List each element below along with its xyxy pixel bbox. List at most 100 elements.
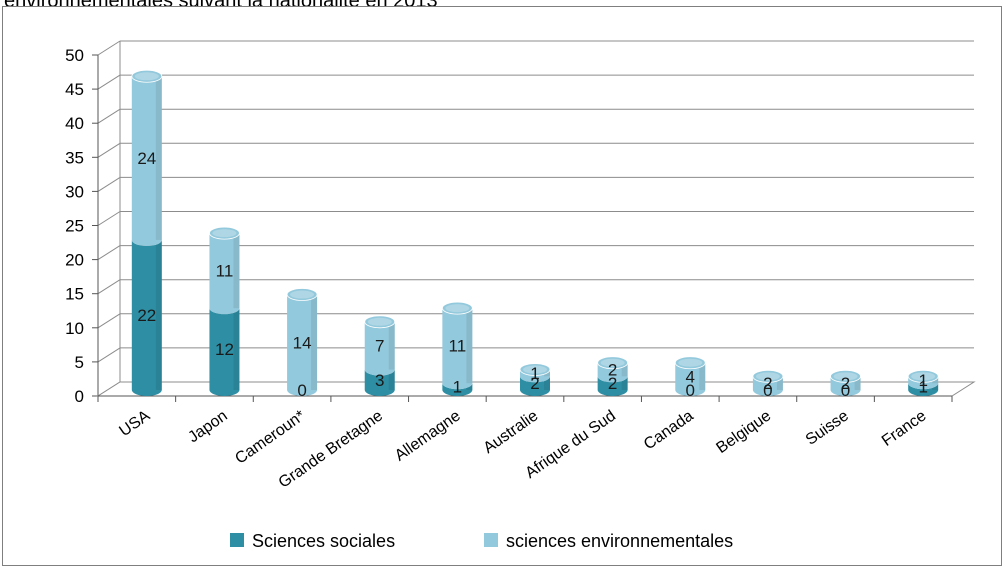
data-label-sciences-environnementales: 2 — [608, 361, 617, 380]
bar-cap — [519, 363, 551, 376]
data-label-sciences-sociales: 2 — [608, 374, 617, 393]
data-label-sciences-sociales: 1 — [453, 378, 462, 397]
y-tick-label: 25 — [65, 217, 84, 236]
x-category-label: Cameroun* — [232, 407, 308, 467]
y-tick-label: 30 — [65, 182, 84, 201]
bar-segment-sciences-sociales — [442, 383, 473, 396]
bar-segment-sciences-environnementales — [908, 376, 939, 390]
bar-shade — [544, 376, 550, 390]
bar-segment-sciences-environnementales — [287, 294, 318, 396]
bar-cap-highlight — [290, 290, 315, 299]
data-label-sciences-sociales: 0 — [686, 381, 695, 400]
legend-swatch — [484, 533, 498, 547]
data-label-sciences-environnementales: 2 — [841, 374, 850, 393]
bar-shade — [466, 308, 473, 384]
data-label-sciences-sociales: 12 — [215, 340, 234, 359]
data-label-sciences-sociales: 0 — [763, 381, 772, 400]
bar-cap-highlight — [600, 358, 625, 367]
legend: Sciences sociales sciences environnementa… — [230, 531, 733, 551]
y-tick-label: 50 — [65, 46, 84, 65]
legend-swatch — [230, 533, 244, 547]
bar-segment-sciences-sociales — [520, 376, 550, 396]
y-tick-label: 10 — [65, 319, 84, 338]
bar-cap — [674, 356, 706, 370]
x-category-label: USA — [116, 407, 153, 440]
bar-cap — [597, 356, 629, 370]
bar-segment-sciences-sociales — [131, 239, 162, 396]
data-label-sciences-environnementales: 14 — [293, 333, 312, 352]
data-label-sciences-sociales: 1 — [918, 378, 927, 397]
grid-depth-line — [97, 313, 121, 329]
data-label-sciences-environnementales: 24 — [137, 149, 156, 168]
chart-frame — [2, 6, 1002, 566]
bar-cap-highlight — [678, 358, 703, 367]
y-tick-label: 20 — [65, 251, 84, 270]
bar-shade — [155, 239, 162, 390]
x-category-label: France — [879, 407, 930, 450]
data-label-sciences-sociales: 22 — [137, 306, 156, 325]
bar-cap-highlight — [523, 365, 547, 374]
x-category-label: Belgique — [713, 407, 774, 457]
bar-cap — [364, 315, 396, 329]
legend-label: Sciences sociales — [252, 531, 395, 551]
x-category-label: Allemagne — [392, 407, 464, 464]
bar-segment-sciences-environnementales — [830, 376, 861, 396]
bar-segment-sciences-environnementales — [752, 376, 783, 396]
legend-label: sciences environnementales — [506, 531, 733, 551]
grid-depth-line — [97, 142, 121, 158]
bar-segment-sciences-environnementales — [209, 233, 240, 315]
y-tick-label: 35 — [65, 148, 84, 167]
bar-segment-sciences-sociales — [364, 369, 395, 396]
y-tick-label: 5 — [75, 353, 84, 372]
grid-depth-line — [97, 108, 121, 124]
bar-shade — [621, 376, 628, 390]
grid-depth-line — [97, 74, 121, 90]
bar-shade — [233, 308, 240, 390]
data-label-sciences-sociales: 2 — [530, 374, 539, 393]
bar-cap — [131, 69, 163, 83]
bar-shade — [854, 376, 861, 390]
grid-depth-line — [97, 176, 121, 192]
bar-shade — [621, 362, 628, 377]
bar-shade — [155, 76, 162, 240]
bar-cap — [286, 288, 318, 301]
grid-depth-line — [97, 279, 121, 295]
bar-segment-sciences-sociales — [597, 376, 628, 396]
data-label-sciences-environnementales: 11 — [216, 262, 234, 281]
bar-shade — [776, 376, 783, 390]
grid-depth-line — [97, 347, 121, 363]
y-tick-label: 45 — [65, 80, 84, 99]
grid-depth-line — [97, 40, 121, 56]
bar-segment-sciences-environnementales — [597, 362, 628, 383]
bar-cap-highlight — [755, 372, 780, 381]
bar-segment-sciences-environnementales — [520, 369, 550, 383]
bar-shade — [388, 369, 395, 390]
bar-segment-sciences-environnementales — [364, 321, 395, 376]
x-category-label: Suisse — [803, 407, 852, 449]
grid-depth-line — [97, 245, 121, 261]
bar-cap-highlight — [833, 372, 858, 381]
data-label-sciences-environnementales: 2 — [763, 374, 772, 393]
bar-cap — [907, 369, 939, 383]
bar-shade — [233, 233, 240, 309]
bar-shade — [388, 321, 395, 370]
bar-cap — [752, 369, 784, 383]
y-tick-label: 0 — [75, 387, 84, 406]
bar-cap-highlight — [134, 72, 159, 81]
bar-cap-highlight — [212, 229, 237, 238]
bars — [131, 69, 939, 396]
bar-segment-sciences-environnementales — [442, 308, 473, 390]
bar-segment-sciences-sociales — [908, 383, 939, 396]
x-category-label: Canada — [641, 407, 697, 453]
x-category-label: Australie — [481, 407, 542, 457]
bar-segment-sciences-environnementales — [131, 76, 162, 246]
bar-cap-highlight — [911, 372, 936, 381]
bar-cap-highlight — [445, 304, 470, 313]
data-label-sciences-sociales: 3 — [375, 371, 384, 390]
x-category-label: Japon — [185, 407, 230, 446]
data-label-sciences-sociales: 0 — [297, 381, 306, 400]
bar-cap — [830, 369, 861, 383]
data-label-sciences-environnementales: 7 — [375, 337, 384, 356]
